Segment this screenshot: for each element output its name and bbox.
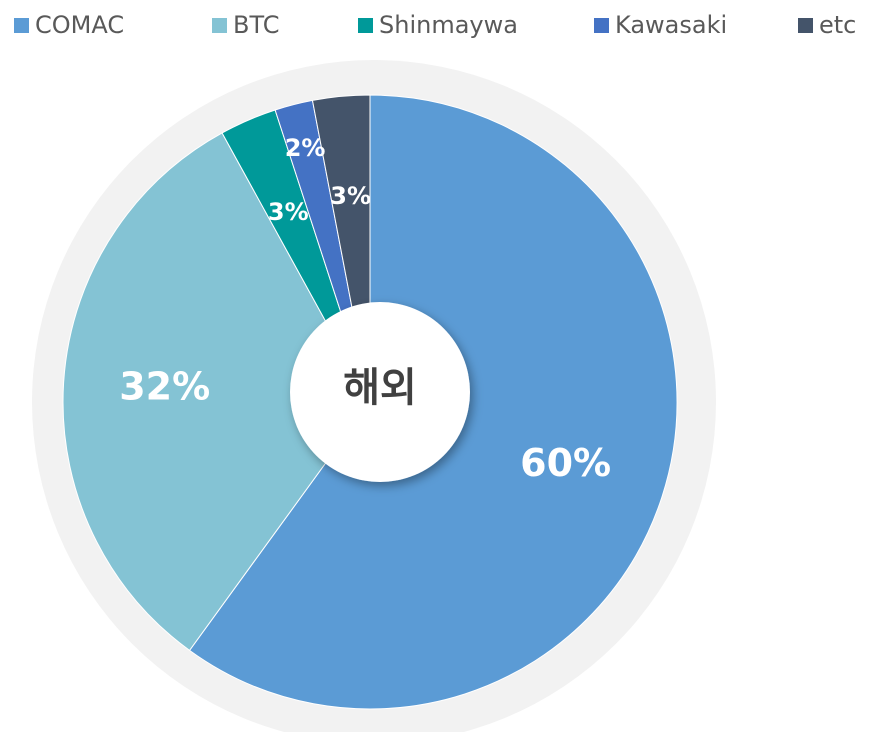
data-label: 60%	[520, 441, 611, 485]
legend-swatch	[798, 18, 813, 33]
data-label: 32%	[119, 365, 210, 409]
pie-slice	[62, 132, 371, 652]
data-label: 2%	[285, 134, 326, 162]
legend-label: BTC	[233, 11, 279, 39]
center-hole	[290, 302, 470, 482]
legend-label: Shinmaywa	[379, 11, 518, 39]
legend-label: COMAC	[35, 11, 124, 39]
legend-swatch	[14, 18, 29, 33]
legend-label: Kawasaki	[615, 11, 727, 39]
center-label: 해외	[343, 365, 417, 411]
data-label: 3%	[268, 198, 309, 226]
legend-label: etc	[819, 11, 856, 39]
legend-swatch	[212, 18, 227, 33]
legend-swatch	[358, 18, 373, 33]
legend-swatch	[594, 18, 609, 33]
data-label: 3%	[330, 182, 371, 210]
